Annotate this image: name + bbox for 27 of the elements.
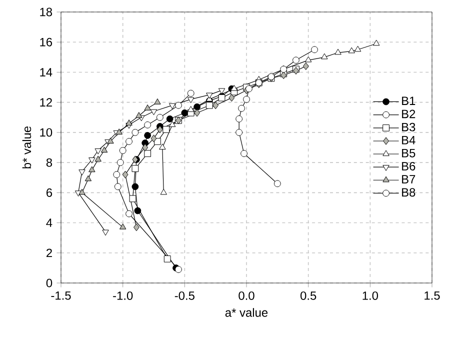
legend-label: B1 — [402, 96, 416, 105]
x-tick-label: -1.5 — [51, 291, 71, 300]
y-tick-label: 8 — [46, 158, 52, 167]
legend-label: B4 — [402, 136, 416, 144]
y-tick-label: 0 — [46, 278, 52, 288]
x-tick-label: 1.0 — [362, 291, 378, 300]
y-tick-label: 16 — [40, 38, 52, 46]
y-tick-label: 2 — [46, 248, 52, 258]
y-tick-label: 14 — [40, 68, 52, 76]
x-tick-label: -0.5 — [174, 291, 194, 300]
y-tick-label: 12 — [40, 98, 52, 107]
x-tick-label: 0.0 — [238, 291, 254, 300]
y-tick-label: 4 — [46, 218, 52, 227]
x-tick-label: 1.5 — [424, 291, 440, 300]
y-axis-title: b* value — [22, 126, 32, 168]
legend-label: B2 — [402, 110, 416, 118]
x-tick-label: 0.5 — [300, 291, 316, 300]
legend-label: B5 — [402, 149, 416, 158]
y-tick-label: 10 — [40, 128, 52, 137]
legend-label: B6 — [402, 162, 416, 170]
y-tick-label: 6 — [46, 188, 52, 197]
legend-label: B7 — [402, 175, 416, 184]
legend-label: B3 — [402, 122, 416, 132]
legend-label: B8 — [402, 188, 416, 197]
x-axis-title: a* value — [225, 308, 268, 317]
y-tick-label: 18 — [40, 8, 52, 16]
x-tick-label: -1.0 — [113, 291, 133, 300]
